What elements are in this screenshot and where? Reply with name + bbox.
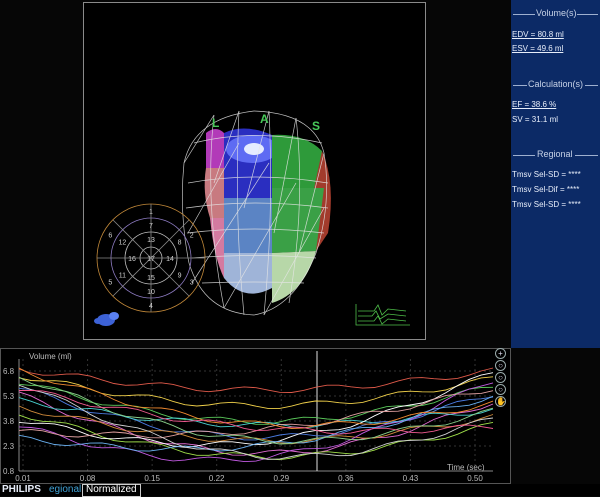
- bullseye-segment-label: 1: [149, 209, 153, 216]
- lv-wireframe: [181, 110, 329, 316]
- bullseye-segment-label: 15: [147, 275, 155, 282]
- plot-ylabel: Volume (ml): [29, 352, 72, 361]
- y-tick-label: 0.8: [3, 467, 15, 476]
- x-tick-label: 0.36: [338, 474, 354, 483]
- bullseye-segment-label: 17: [147, 256, 155, 263]
- segment-volume-curve: [18, 389, 494, 435]
- ef-value[interactable]: EF = 38.6 %: [512, 100, 557, 109]
- sv-value: SV = 31.1 ml: [512, 115, 559, 124]
- esv-value[interactable]: ESV = 49.6 ml: [512, 44, 564, 53]
- heart-orientation-icon[interactable]: [94, 312, 119, 326]
- x-tick-label: 0.29: [273, 474, 289, 483]
- plot-toolbar: + ○ ○ ○ ✋: [495, 347, 509, 407]
- segment-volume-curve: [18, 382, 494, 463]
- bullseye-segment-label: 6: [108, 233, 112, 240]
- bullseye-segment-label: 13: [147, 237, 155, 244]
- bullseye-segment-label: 2: [190, 233, 194, 240]
- ecg-waveform-icon: [355, 304, 410, 326]
- bullseye-segment-label: 11: [119, 273, 126, 280]
- x-tick-label: 0.08: [80, 474, 96, 483]
- bullseye-segment-label: 9: [178, 273, 182, 280]
- regional-section-header: Regional: [511, 149, 600, 161]
- magnify-icon[interactable]: ○: [495, 372, 506, 383]
- bullseye-segment-label: 14: [166, 256, 174, 263]
- bullseye-segment-label: 7: [149, 223, 153, 230]
- magnify-icon[interactable]: ○: [495, 360, 506, 371]
- regional-item: Tmsv Sel-SD = ****: [512, 170, 581, 179]
- y-tick-label: 6.8: [3, 367, 15, 376]
- 3d-viewport[interactable]: 1 2 3 4 5 6 7 8 9 10 11 12 13 14 15 16 17 L A S: [83, 2, 426, 340]
- bullseye-segment-label: 10: [147, 289, 155, 296]
- segment-volume-curve: [18, 395, 494, 452]
- normalized-button[interactable]: Normalized: [82, 484, 141, 497]
- orientation-label-a: A: [260, 112, 269, 126]
- segment-volume-curve: [18, 372, 494, 448]
- x-tick-label: 0.22: [209, 474, 225, 483]
- status-bar: PHILIPS egional Normalized: [0, 484, 600, 497]
- orientation-label-s: S: [312, 119, 320, 133]
- hand-icon[interactable]: ✋: [495, 396, 506, 407]
- bullseye-segment-label: 16: [128, 256, 136, 263]
- segment-volume-curve: [18, 384, 494, 460]
- orientation-label-l: L: [212, 116, 219, 130]
- segment-volume-curve: [18, 376, 494, 409]
- bullseye-map: [96, 203, 206, 313]
- volume-time-plot[interactable]: 6.8 5.3 3.8 2.3 0.8 0.01 0.08 0.15 0.22 0.29 0.36 0…: [0, 348, 511, 484]
- y-tick-label: 5.3: [3, 392, 15, 401]
- segment-volume-curve: [18, 367, 494, 393]
- x-tick-label: 0.01: [15, 474, 31, 483]
- plus-icon[interactable]: +: [495, 348, 506, 359]
- edv-value[interactable]: EDV = 80.8 ml: [512, 30, 564, 39]
- segment-volume-curve: [18, 376, 494, 445]
- plot-xlabel: Time (sec): [447, 463, 485, 472]
- bullseye-segment-label: 5: [108, 280, 112, 287]
- x-tick-label: 0.50: [467, 474, 483, 483]
- segment-volume-curve: [18, 405, 494, 445]
- segment-volume-curve: [18, 367, 494, 429]
- measurements-panel: Volume(s) EDV = 80.8 ml ESV = 49.6 ml Ca…: [511, 0, 600, 348]
- x-tick-label: 0.43: [403, 474, 419, 483]
- brand-logo: PHILIPS: [2, 484, 41, 495]
- segment-volume-curve: [18, 387, 494, 441]
- magnify-icon[interactable]: ○: [495, 384, 506, 395]
- mode-label: egional: [49, 484, 82, 495]
- y-tick-label: 3.8: [3, 417, 15, 426]
- calculations-section-header: Calculation(s): [511, 79, 600, 91]
- x-tick-label: 0.15: [144, 474, 160, 483]
- segment-volume-curve: [18, 383, 494, 425]
- regional-item: Tmsv Sel-Dif = ****: [512, 185, 580, 194]
- regional-item: Tmsv Sel-SD = ****: [512, 200, 581, 209]
- bullseye-segment-label: 3: [190, 280, 194, 287]
- y-tick-label: 2.3: [3, 442, 15, 451]
- volumes-section-header: Volume(s): [511, 8, 600, 20]
- bullseye-segment-label: 4: [149, 303, 153, 310]
- bullseye-segment-label: 12: [119, 240, 127, 247]
- bullseye-segment-label: 8: [178, 240, 182, 247]
